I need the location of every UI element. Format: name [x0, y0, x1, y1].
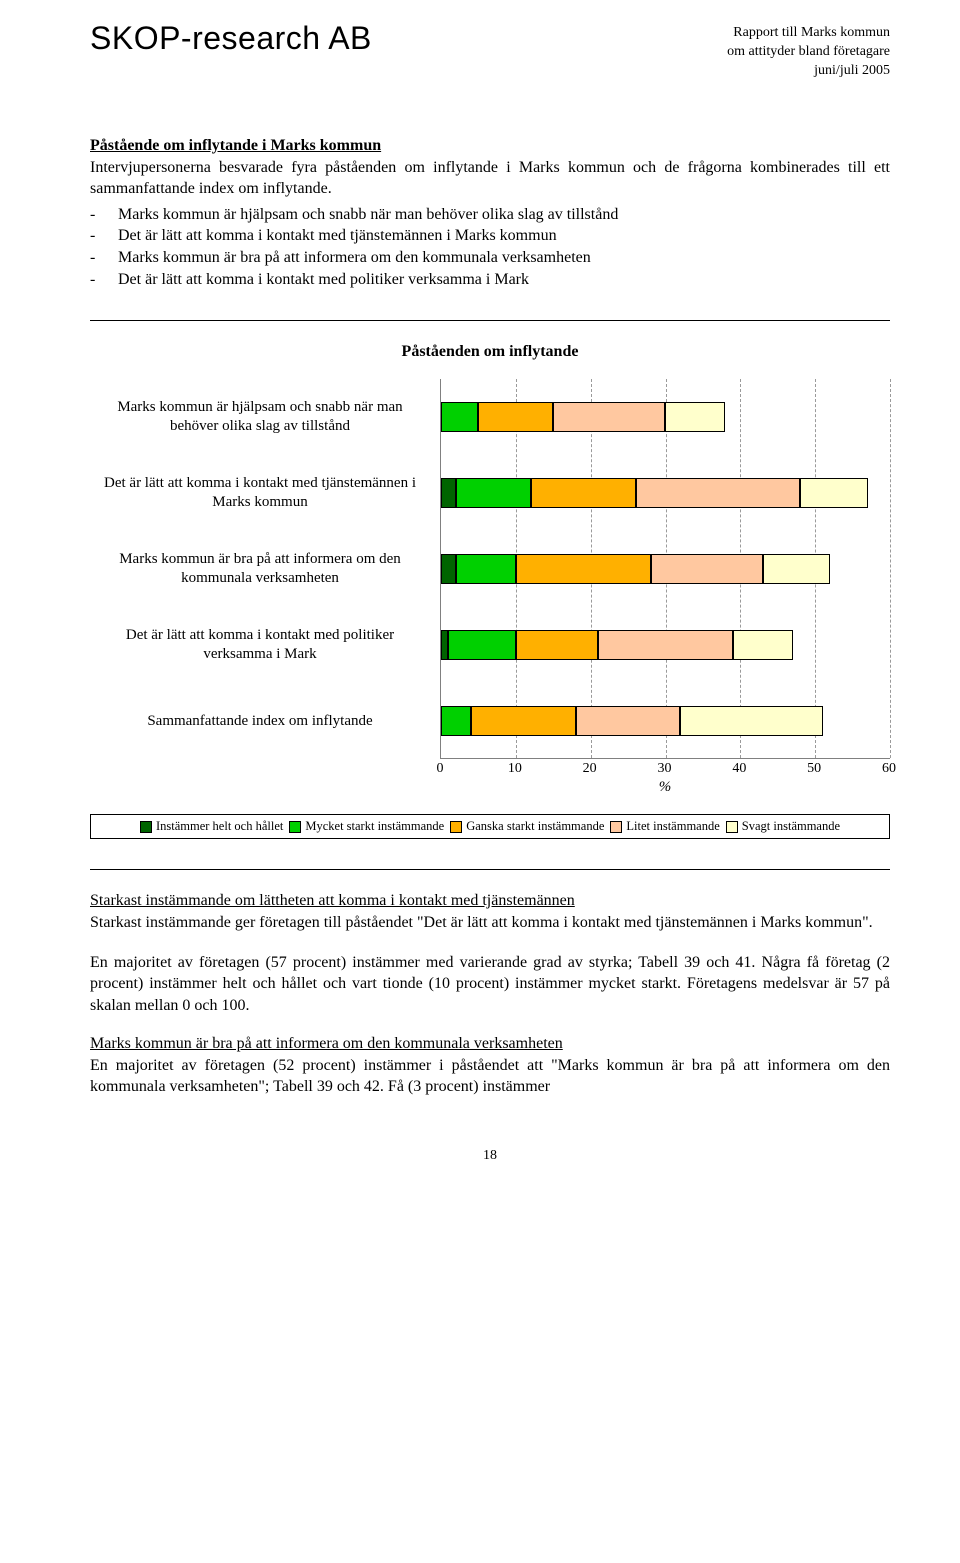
chart-bar-segment: [456, 478, 531, 508]
chart-y-labels: Marks kommun är hjälpsam och snabb när m…: [80, 379, 440, 796]
chart-bar-row: [441, 630, 793, 660]
meta-line-1: Rapport till Marks kommun: [727, 24, 890, 43]
report-meta: Rapport till Marks kommun om attityder b…: [727, 24, 890, 81]
chart-bar-segment: [456, 554, 516, 584]
chart-plot: 0102030405060 %: [440, 379, 890, 796]
bullet-item: -Marks kommun är hjälpsam och snabb när …: [90, 204, 890, 226]
chart-bar-segment: [478, 402, 553, 432]
legend-item: Litet instämmande: [610, 819, 719, 834]
chart-y-label-line: Sammanfattande index om inflytande: [147, 712, 372, 731]
chart-x-tick: 0: [437, 761, 444, 777]
legend-swatch: [726, 821, 738, 833]
bullet-text: Marks kommun är hjälpsam och snabb när m…: [118, 204, 618, 226]
legend-swatch: [610, 821, 622, 833]
chart-x-tick: 60: [882, 761, 896, 777]
chart-y-label-line: Marks kommun är hjälpsam och snabb när m…: [117, 398, 402, 417]
chart-y-label: Det är lätt att komma i kontakt med poli…: [80, 607, 440, 683]
legend-item: Mycket starkt instämmande: [289, 819, 444, 834]
chart-x-tick: 10: [508, 761, 522, 777]
chart-y-label-line: kommunala verksamheten: [181, 569, 339, 588]
legend-label: Instämmer helt och hållet: [156, 819, 283, 834]
paragraph: En majoritet av företagen (57 procent) i…: [90, 952, 890, 1017]
chart-bar-segment: [665, 402, 725, 432]
bullet-text: Det är lätt att komma i kontakt med tjän…: [118, 225, 557, 247]
legend-swatch: [289, 821, 301, 833]
chart-bar-segment: [680, 706, 822, 736]
legend-label: Litet instämmande: [626, 819, 719, 834]
chart-y-label-line: verksamma i Mark: [203, 645, 316, 664]
chart-bar-segment: [733, 630, 793, 660]
chart-bar-segment: [636, 478, 801, 508]
bullet-text: Det är lätt att komma i kontakt med poli…: [118, 269, 529, 291]
chart-bar-segment: [516, 630, 598, 660]
chart-legend: Instämmer helt och hållet Mycket starkt …: [90, 814, 890, 839]
chart: Marks kommun är hjälpsam och snabb när m…: [80, 379, 890, 796]
legend-item: Ganska starkt instämmande: [450, 819, 604, 834]
legend-label: Svagt instämmande: [742, 819, 840, 834]
legend-item: Svagt instämmande: [726, 819, 840, 834]
chart-bar-segment: [800, 478, 867, 508]
chart-bar-segment: [763, 554, 830, 584]
chart-y-label-line: Det är lätt att komma i kontakt med poli…: [126, 626, 394, 645]
chart-title: Påståenden om inflytande: [90, 343, 890, 361]
chart-y-label: Marks kommun är bra på att informera om …: [80, 531, 440, 607]
company-name: SKOP-research AB: [90, 20, 372, 57]
chart-y-label: Det är lätt att komma i kontakt med tjän…: [80, 455, 440, 531]
chart-bar-segment: [441, 630, 448, 660]
chart-y-label-line: Marks kommun: [212, 493, 307, 512]
chart-bar-segment: [471, 706, 576, 736]
divider: [90, 869, 890, 870]
chart-x-tick: 20: [583, 761, 597, 777]
chart-x-axis-label: %: [440, 779, 890, 796]
chart-y-label-line: Det är lätt att komma i kontakt med tjän…: [104, 474, 416, 493]
divider: [90, 320, 890, 321]
legend-label: Mycket starkt instämmande: [305, 819, 444, 834]
chart-bar-segment: [441, 478, 456, 508]
chart-bar-segment: [553, 402, 665, 432]
paragraph: En majoritet av företagen (52 procent) i…: [90, 1055, 890, 1098]
chart-bar-row: [441, 402, 725, 432]
header: SKOP-research AB Rapport till Marks komm…: [90, 20, 890, 81]
page-number: 18: [90, 1148, 890, 1164]
chart-bar-segment: [598, 630, 733, 660]
legend-swatch: [450, 821, 462, 833]
chart-x-tick: 50: [807, 761, 821, 777]
intro-paragraph: Intervjupersonerna besvarade fyra påståe…: [90, 157, 890, 200]
chart-gridline: [890, 379, 891, 758]
chart-bar-segment: [651, 554, 763, 584]
chart-bar-segment: [576, 706, 681, 736]
legend-label: Ganska starkt instämmande: [466, 819, 604, 834]
chart-y-label-line: Marks kommun är bra på att informera om …: [119, 550, 401, 569]
page: SKOP-research AB Rapport till Marks komm…: [0, 0, 960, 1204]
chart-plot-inner: [440, 379, 890, 759]
chart-bar-segment: [441, 402, 478, 432]
chart-bar-segment: [531, 478, 636, 508]
chart-y-label-line: behöver olika slag av tillstånd: [170, 417, 350, 436]
chart-bar-segment: [441, 706, 471, 736]
bullet-item: -Det är lätt att komma i kontakt med tjä…: [90, 225, 890, 247]
chart-y-label: Sammanfattande index om inflytande: [80, 683, 440, 759]
chart-x-tick: 30: [658, 761, 672, 777]
subheading: Starkast instämmande om lättheten att ko…: [90, 892, 890, 910]
chart-bar-row: [441, 478, 868, 508]
chart-bar-segment: [441, 554, 456, 584]
chart-bar-segment: [448, 630, 515, 660]
paragraph: Starkast instämmande ger företagen till …: [90, 912, 890, 934]
intro-title: Påstående om inflytande i Marks kommun: [90, 137, 890, 155]
chart-x-ticks: 0102030405060: [440, 759, 890, 777]
chart-bar-segment: [516, 554, 651, 584]
chart-bar-row: [441, 706, 823, 736]
meta-line-2: om attityder bland företagare: [727, 43, 890, 62]
chart-bar-row: [441, 554, 830, 584]
chart-x-tick: 40: [732, 761, 746, 777]
meta-line-3: juni/juli 2005: [727, 62, 890, 81]
subheading: Marks kommun är bra på att informera om …: [90, 1035, 890, 1053]
bullet-text: Marks kommun är bra på att informera om …: [118, 247, 591, 269]
legend-swatch: [140, 821, 152, 833]
bullet-item: -Marks kommun är bra på att informera om…: [90, 247, 890, 269]
legend-item: Instämmer helt och hållet: [140, 819, 283, 834]
intro-bullets: -Marks kommun är hjälpsam och snabb när …: [90, 204, 890, 290]
bullet-item: -Det är lätt att komma i kontakt med pol…: [90, 269, 890, 291]
chart-y-label: Marks kommun är hjälpsam och snabb när m…: [80, 379, 440, 455]
